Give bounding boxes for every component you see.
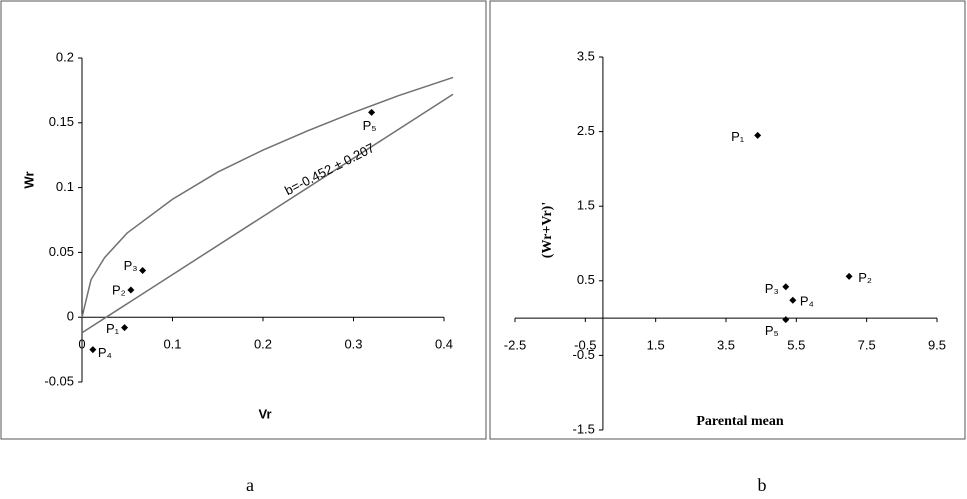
point — [782, 283, 790, 291]
x-tick-label: 9.5 — [928, 338, 946, 353]
point-label: P₁ — [731, 129, 745, 144]
point-label: P₂ — [112, 282, 126, 297]
point-label: P₅ — [765, 323, 779, 338]
point — [89, 346, 97, 354]
x-tick-label: 1.5 — [647, 338, 665, 353]
y-tick-label: 0.2 — [56, 49, 74, 64]
point-label: P₅ — [363, 118, 377, 133]
panel-frame — [489, 0, 966, 440]
x-tick-label: -2.5 — [504, 338, 526, 353]
x-tick-label: 7.5 — [858, 338, 876, 353]
panel-label: a — [246, 475, 254, 495]
panel-label: b — [758, 475, 767, 495]
y-tick-label: 0.5 — [577, 272, 595, 287]
x-tick-label: 0.4 — [435, 337, 453, 352]
point-label: P₂ — [858, 270, 872, 285]
panel-frame — [0, 0, 487, 440]
point — [121, 324, 129, 332]
x-tick-label: 0.3 — [344, 337, 362, 352]
point — [782, 316, 790, 324]
x-tick-label: 5.5 — [787, 338, 805, 353]
y-tick-label: -0.5 — [573, 347, 595, 362]
y-tick-label: 3.5 — [577, 48, 595, 63]
x-tick-label: 0.1 — [163, 337, 181, 352]
y-tick-label: 1.5 — [577, 198, 595, 213]
point — [754, 131, 762, 139]
point-label: P₃ — [765, 281, 779, 296]
point — [139, 267, 147, 275]
x-axis-title: Parental mean — [696, 414, 783, 429]
x-tick-label: -0.5 — [574, 338, 596, 353]
annotation: b=-0.452 ± 0.207 — [282, 140, 377, 198]
y-tick-label: -1.5 — [573, 421, 595, 436]
curve — [81, 76, 454, 318]
point — [845, 272, 853, 280]
point — [789, 296, 797, 304]
point-label: P₃ — [124, 258, 138, 273]
y-tick-label: 2.5 — [577, 123, 595, 138]
point — [368, 108, 376, 116]
y-tick-label: 0.15 — [49, 114, 74, 129]
point — [127, 286, 135, 294]
point-label: P₁ — [106, 321, 120, 336]
x-tick-label: 0.2 — [254, 337, 272, 352]
y-axis-title: Wr — [21, 171, 36, 188]
x-tick-label: 0 — [78, 337, 85, 352]
y-axis-title: (Wr+Vr)' — [540, 202, 555, 258]
curve — [81, 93, 454, 334]
x-axis-title: Vr — [258, 406, 271, 421]
y-tick-label: -0.05 — [44, 373, 74, 388]
point-label: P₄ — [98, 345, 112, 360]
point-label: P₄ — [800, 294, 814, 309]
y-tick-label: 0.1 — [56, 179, 74, 194]
x-tick-label: 3.5 — [717, 338, 735, 353]
y-tick-label: 0.05 — [49, 244, 74, 259]
y-tick-label: 0 — [67, 309, 74, 324]
